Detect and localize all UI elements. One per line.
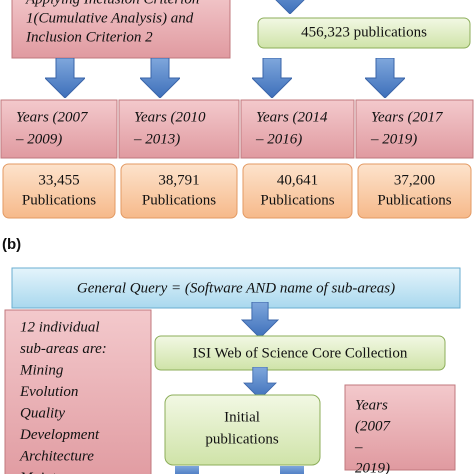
sub-area: 12 individual [20,319,100,335]
period-years: Years (2010 [134,109,206,125]
arrow [243,367,277,399]
period-count: Publications [260,192,334,208]
criterion-text: Inclusion Criterion 2 [25,29,153,45]
arrow [175,466,199,474]
period-count: Publications [22,192,96,208]
period-years: – 2016) [255,131,302,147]
sub-area: Mining [19,362,64,378]
criterion-text: Applying Inclusion Criterion [25,0,199,7]
period-count-box [120,163,238,219]
sub-area: Architecture [19,448,94,464]
period-count: 38,791 [158,172,199,188]
criterion-text: 1(Cumulative Analysis) and [26,10,194,26]
years-text: Years [355,397,388,413]
period-count: Publications [377,192,451,208]
arrow [140,58,180,98]
period-count-box [2,163,116,219]
arrow [272,0,308,14]
arrow [280,466,304,474]
sub-area: sub-areas are: [20,341,107,357]
query-text: General Query = (Software AND name of su… [77,280,395,296]
period-years: – 2019) [370,131,417,147]
years-text: 2019) [355,460,390,474]
period-count: Publications [142,192,216,208]
collection-text: ISI Web of Science Core Collection [193,345,408,361]
period-years-box [118,99,240,159]
sub-area: Development [19,427,100,443]
panel-label: (b) [2,236,21,253]
collection-box [154,335,446,371]
period-count: 40,641 [277,172,318,188]
years-text: (2007 [355,418,391,434]
total-text: 456,323 publications [301,24,427,40]
sub-areas-box [4,309,152,474]
texts: Applying Inclusion Criterion 1(Cumulative… [2,0,452,474]
period-years: Years (2014 [256,109,328,125]
years-box [344,384,456,471]
sub-area: Quality [20,405,65,421]
initial-box [164,394,321,466]
period-years-box [0,99,118,159]
arrow [252,58,292,98]
period-years-box [355,99,474,159]
total-box [257,17,471,49]
query-box [11,267,461,309]
sub-area: Maintenance [19,470,99,474]
period-count-box [357,163,472,219]
period-years: Years (2017 [371,109,444,125]
period-years: – 2009) [15,131,62,147]
period-count-box [242,163,353,219]
arrow [365,58,405,98]
period-count: 37,200 [394,172,435,188]
period-years: – 2013) [133,131,180,147]
arrow [45,58,85,98]
initial-text: Initial [224,409,260,425]
period-years-box [240,99,355,159]
periods [0,99,474,219]
years-text: – [354,439,363,455]
initial-text: publications [205,431,278,447]
period-years: Years (2007 [16,109,89,125]
sub-area: Evolution [19,384,78,400]
period-count: 33,455 [38,172,79,188]
criterion-box [11,0,231,59]
